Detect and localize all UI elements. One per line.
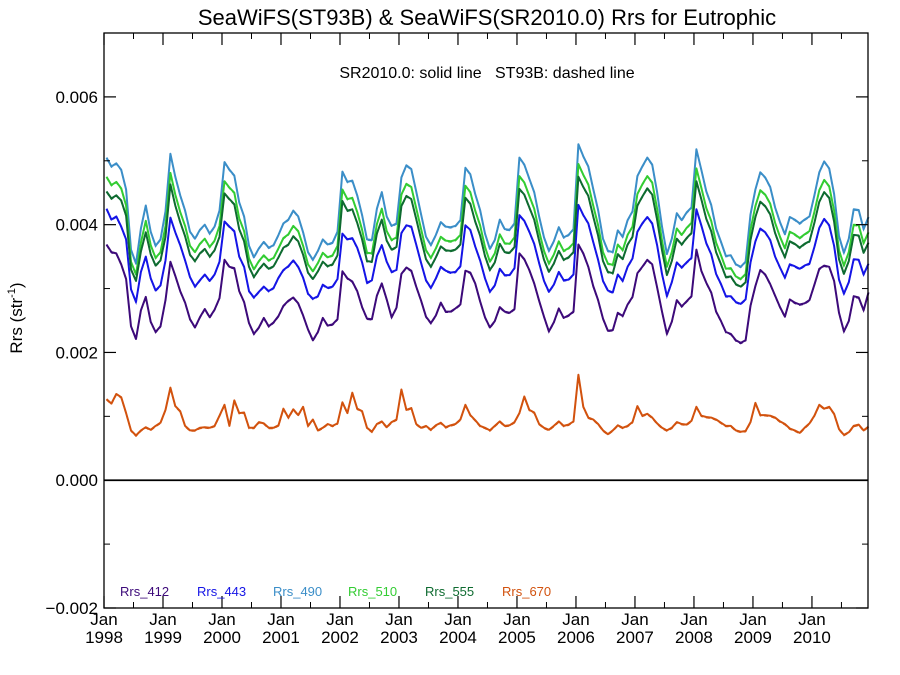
series-line-dashed bbox=[105, 144, 870, 269]
legend-item-Rrs_555: Rrs_555 bbox=[425, 584, 474, 599]
x-tick-label-year: 1998 bbox=[85, 628, 123, 647]
x-tick-label-year: 2008 bbox=[675, 628, 713, 647]
series-layer bbox=[105, 143, 870, 438]
series-Rrs_412 bbox=[105, 243, 870, 345]
x-tick-label-month: Jan bbox=[149, 610, 176, 629]
axis-ticks: −0.0020.0000.0020.0040.006Jan1998Jan1999… bbox=[46, 33, 868, 647]
y-tick-label: 0.000 bbox=[55, 471, 98, 490]
series-Rrs_443 bbox=[105, 203, 870, 306]
x-tick-label-month: Jan bbox=[326, 610, 353, 629]
series-Rrs_490 bbox=[105, 143, 870, 269]
x-tick-label-year: 2006 bbox=[557, 628, 595, 647]
chart-title: SeaWiFS(ST93B) & SeaWiFS(SR2010.0) Rrs f… bbox=[198, 5, 776, 30]
legend-item-Rrs_412: Rrs_412 bbox=[120, 584, 169, 599]
legend-item-Rrs_443: Rrs_443 bbox=[197, 584, 246, 599]
y-tick-label: 0.002 bbox=[55, 343, 98, 362]
x-tick-label-year: 1999 bbox=[144, 628, 182, 647]
series-Rrs_510 bbox=[105, 163, 870, 281]
series-line-dashed bbox=[105, 203, 870, 306]
legend-item-Rrs_670: Rrs_670 bbox=[502, 584, 551, 599]
x-tick-label-month: Jan bbox=[680, 610, 707, 629]
x-tick-label-year: 2004 bbox=[439, 628, 477, 647]
x-tick-label-month: Jan bbox=[385, 610, 412, 629]
plot-frame bbox=[103, 32, 869, 609]
x-tick-label-month: Jan bbox=[562, 610, 589, 629]
x-tick-label-year: 2010 bbox=[793, 628, 831, 647]
series-line-dashed bbox=[105, 243, 870, 345]
x-tick-label-month: Jan bbox=[503, 610, 530, 629]
y-tick-label: −0.002 bbox=[46, 599, 98, 618]
series-line-dashed bbox=[106, 175, 870, 289]
legend-item-Rrs_510: Rrs_510 bbox=[348, 584, 397, 599]
line-style-annotation: SR2010.0: solid line ST93B: dashed line bbox=[339, 65, 634, 82]
x-tick-label-year: 2001 bbox=[262, 628, 300, 647]
x-tick-label-month: Jan bbox=[208, 610, 235, 629]
y-tick-label: 0.004 bbox=[55, 216, 98, 235]
x-tick-label-month: Jan bbox=[267, 610, 294, 629]
series-Rrs_670 bbox=[105, 373, 870, 438]
x-tick-label-year: 2002 bbox=[321, 628, 359, 647]
legend-item-Rrs_490: Rrs_490 bbox=[273, 584, 322, 599]
x-tick-label-month: Jan bbox=[621, 610, 648, 629]
x-tick-label-month: Jan bbox=[444, 610, 471, 629]
y-axis-label: Rrs (str-1) bbox=[6, 282, 26, 353]
x-tick-label-month: Jan bbox=[90, 610, 117, 629]
x-tick-label-year: 2007 bbox=[616, 628, 654, 647]
series-line-solid bbox=[105, 373, 870, 437]
x-tick-label-year: 2000 bbox=[203, 628, 241, 647]
series-line-solid bbox=[105, 243, 870, 344]
x-tick-label-year: 2003 bbox=[380, 628, 418, 647]
x-tick-label-year: 2005 bbox=[498, 628, 536, 647]
legend: Rrs_412 Rrs_443 Rrs_490 Rrs_510 Rrs_555 Rrs_6… bbox=[120, 584, 551, 599]
series-Rrs_555 bbox=[105, 175, 870, 289]
y-tick-label: 0.006 bbox=[55, 88, 98, 107]
x-tick-label-month: Jan bbox=[798, 610, 825, 629]
y-axis-label-main: Rrs (str bbox=[7, 298, 26, 354]
y-axis-label-superscript: -1 bbox=[6, 288, 18, 298]
x-tick-label-year: 2009 bbox=[734, 628, 772, 647]
y-axis-label-close: ) bbox=[7, 282, 26, 288]
x-tick-label-month: Jan bbox=[739, 610, 766, 629]
series-line-dashed bbox=[105, 164, 870, 281]
